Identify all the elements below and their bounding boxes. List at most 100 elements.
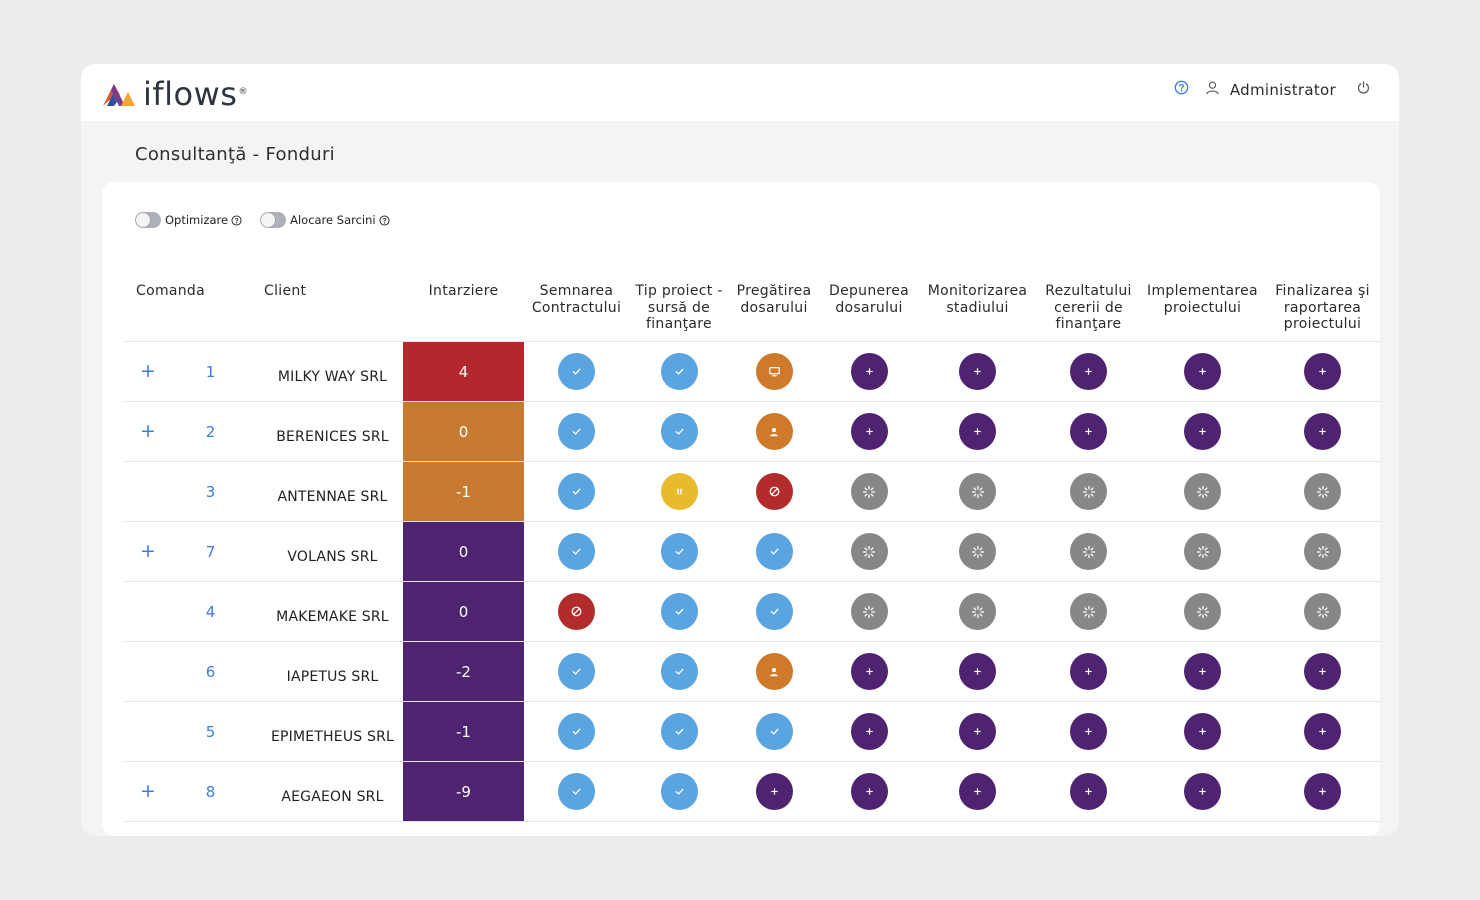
stage-status-user[interactable] <box>755 653 793 690</box>
stage-status-wait[interactable] <box>1070 593 1107 630</box>
stage-status-plus[interactable] <box>959 773 996 810</box>
stage-status-plus[interactable] <box>850 713 888 750</box>
stage-status-wait[interactable] <box>1070 473 1107 510</box>
stage-status-plus[interactable] <box>850 653 888 690</box>
stage-status-done[interactable] <box>558 713 595 750</box>
stage-status-done[interactable] <box>558 473 595 510</box>
column-header-stage[interactable]: Tip proiect - sursă de finanţare <box>629 277 729 342</box>
stage-status-done[interactable] <box>660 353 698 390</box>
stage-status-wait[interactable] <box>1184 533 1221 570</box>
order-number-link[interactable]: 1 <box>205 363 216 381</box>
stage-status-wait[interactable] <box>1070 533 1107 570</box>
stage-status-wait[interactable] <box>959 533 996 570</box>
optimizare-switch[interactable] <box>135 212 161 228</box>
stage-status-done[interactable] <box>660 593 698 630</box>
expand-button[interactable]: + <box>140 420 156 442</box>
stage-status-wait[interactable] <box>850 473 888 510</box>
column-header-delay[interactable]: Intarziere <box>403 277 524 342</box>
power-icon[interactable] <box>1356 80 1371 99</box>
stage-status-done[interactable] <box>755 533 793 570</box>
stage-status-plus[interactable] <box>1184 353 1221 390</box>
stage-status-done[interactable] <box>558 353 595 390</box>
stage-status-plus[interactable] <box>755 773 793 810</box>
stage-status-plus[interactable] <box>850 413 888 450</box>
stage-status-plus[interactable] <box>1070 653 1107 690</box>
expand-button[interactable]: + <box>140 540 156 562</box>
order-number-link[interactable]: 8 <box>205 783 216 801</box>
stage-status-plus[interactable] <box>959 353 996 390</box>
column-header-stage[interactable]: Pregătirea dosarului <box>729 277 819 342</box>
stage-status-wait[interactable] <box>850 533 888 570</box>
stage-cell <box>1141 461 1264 522</box>
alocare-sarcini-switch[interactable] <box>260 212 287 228</box>
stage-status-wait[interactable] <box>1184 473 1221 510</box>
stage-status-plus[interactable] <box>1304 413 1341 450</box>
stage-status-plus[interactable] <box>1070 413 1107 450</box>
order-number-link[interactable]: 2 <box>205 423 216 441</box>
stage-status-wait[interactable] <box>1304 533 1341 570</box>
stage-status-done[interactable] <box>558 773 595 810</box>
stage-status-cancel[interactable] <box>755 473 793 510</box>
column-header-client[interactable]: Client <box>262 277 403 342</box>
stage-status-plus[interactable] <box>1304 653 1341 690</box>
stage-status-plus[interactable] <box>1304 773 1341 810</box>
stage-status-monitor[interactable] <box>755 353 793 390</box>
stage-status-plus[interactable] <box>1070 713 1107 750</box>
stage-status-wait[interactable] <box>850 593 888 630</box>
info-icon[interactable] <box>379 214 390 226</box>
stage-status-plus[interactable] <box>850 353 888 390</box>
stage-status-wait[interactable] <box>1184 593 1221 630</box>
stage-status-done[interactable] <box>558 413 595 450</box>
stage-status-plus[interactable] <box>959 713 996 750</box>
stage-status-plus[interactable] <box>1070 773 1107 810</box>
order-number-link[interactable]: 7 <box>205 543 216 561</box>
expand-cell <box>123 641 159 702</box>
stage-status-done[interactable] <box>660 533 698 570</box>
order-number-link[interactable]: 3 <box>205 483 216 501</box>
stage-status-done[interactable] <box>660 713 698 750</box>
stage-status-done[interactable] <box>558 653 595 690</box>
stage-status-plus[interactable] <box>959 413 996 450</box>
column-header-stage[interactable]: Finalizarea şi raportarea proiectului <box>1264 277 1381 342</box>
stage-status-done[interactable] <box>755 713 793 750</box>
logo[interactable]: iflows® <box>101 78 248 110</box>
plus-icon <box>972 426 983 437</box>
stage-status-cancel[interactable] <box>558 593 595 630</box>
column-header-stage[interactable]: Monitorizarea stadiului <box>919 277 1036 342</box>
column-header-stage[interactable]: Implementarea proiectului <box>1141 277 1264 342</box>
order-number-link[interactable]: 4 <box>205 603 216 621</box>
stage-status-plus[interactable] <box>959 653 996 690</box>
stage-status-pause[interactable] <box>660 473 698 510</box>
expand-button[interactable]: + <box>140 780 156 802</box>
stage-status-plus[interactable] <box>1304 713 1341 750</box>
expand-button[interactable]: + <box>140 360 156 382</box>
stage-status-done[interactable] <box>558 533 595 570</box>
stage-status-wait[interactable] <box>959 473 996 510</box>
stage-status-done[interactable] <box>660 773 698 810</box>
column-header-order[interactable]: Comanda <box>123 277 262 342</box>
order-number-link[interactable]: 6 <box>205 663 216 681</box>
stage-status-done[interactable] <box>755 593 793 630</box>
stage-status-plus[interactable] <box>1070 353 1107 390</box>
help-icon[interactable] <box>1174 80 1189 99</box>
user-icon[interactable] <box>1205 80 1220 99</box>
stage-status-plus[interactable] <box>850 773 888 810</box>
stage-status-plus[interactable] <box>1184 413 1221 450</box>
user-name[interactable]: Administrator <box>1229 80 1336 99</box>
stage-status-plus[interactable] <box>1304 353 1341 390</box>
stage-status-done[interactable] <box>660 413 698 450</box>
column-header-stage[interactable]: Semnarea Contractului <box>524 277 629 342</box>
stage-status-wait[interactable] <box>959 593 996 630</box>
stage-cell <box>729 401 819 462</box>
column-header-stage[interactable]: Depunerea dosarului <box>819 277 919 342</box>
stage-status-wait[interactable] <box>1304 473 1341 510</box>
stage-status-user[interactable] <box>755 413 793 450</box>
stage-status-plus[interactable] <box>1184 713 1221 750</box>
stage-status-plus[interactable] <box>1184 653 1221 690</box>
stage-status-done[interactable] <box>660 653 698 690</box>
column-header-stage[interactable]: Rezultatului cererii de finanţare <box>1036 277 1141 342</box>
stage-status-wait[interactable] <box>1304 593 1341 630</box>
info-icon[interactable] <box>231 214 242 226</box>
order-number-link[interactable]: 5 <box>205 723 216 741</box>
stage-status-plus[interactable] <box>1184 773 1221 810</box>
